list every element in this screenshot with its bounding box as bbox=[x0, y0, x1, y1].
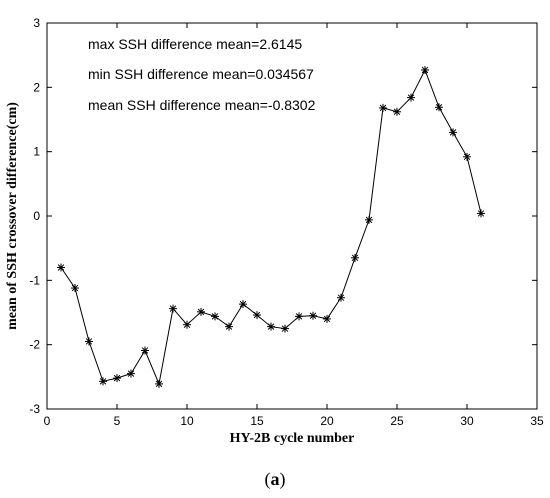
annotation-max: max SSH difference mean=2.6145 bbox=[88, 36, 302, 52]
y-tick-label: -2 bbox=[29, 338, 40, 352]
x-tick-label: 35 bbox=[530, 414, 544, 428]
data-point-stroke bbox=[225, 323, 233, 330]
x-tick-label: 0 bbox=[44, 414, 51, 428]
data-point bbox=[379, 103, 387, 112]
y-axis-title: mean of SSH crossover difference(cm) bbox=[5, 102, 20, 330]
caption-letter: a bbox=[271, 469, 280, 489]
data-point bbox=[169, 304, 177, 313]
figure-caption: (a) bbox=[265, 469, 286, 490]
data-point bbox=[127, 369, 135, 378]
data-point-stroke bbox=[295, 313, 303, 320]
data-point-stroke bbox=[421, 66, 429, 74]
data-point-stroke bbox=[309, 312, 317, 319]
data-point bbox=[211, 312, 219, 321]
data-point bbox=[267, 322, 275, 331]
x-tick-label: 20 bbox=[320, 414, 334, 428]
y-tick-label: 2 bbox=[33, 80, 40, 94]
data-point-stroke bbox=[449, 129, 457, 136]
data-point bbox=[309, 311, 317, 320]
data-point-stroke bbox=[393, 108, 401, 116]
data-point bbox=[323, 314, 331, 323]
x-tick-label: 30 bbox=[460, 414, 474, 428]
data-point bbox=[449, 128, 457, 137]
data-point bbox=[365, 215, 373, 224]
data-point-stroke bbox=[379, 104, 387, 112]
data-point-stroke bbox=[85, 338, 93, 345]
data-point-stroke bbox=[407, 94, 415, 101]
data-point bbox=[113, 374, 121, 383]
data-point bbox=[71, 284, 79, 293]
data-point bbox=[351, 253, 359, 262]
data-point-stroke bbox=[463, 153, 471, 161]
data-point bbox=[183, 320, 191, 329]
data-point-stroke bbox=[337, 294, 345, 301]
x-tick-label: 15 bbox=[250, 414, 264, 428]
data-point-stroke bbox=[267, 323, 275, 330]
y-tick-label: -3 bbox=[29, 402, 40, 416]
annotation-min: min SSH difference mean=0.034567 bbox=[88, 66, 314, 82]
data-point-stroke bbox=[477, 210, 485, 217]
data-point-stroke bbox=[183, 321, 191, 328]
data-point-stroke bbox=[435, 104, 443, 111]
data-point bbox=[295, 312, 303, 321]
data-point bbox=[57, 263, 65, 272]
data-point bbox=[463, 152, 471, 161]
annotation-mean: mean SSH difference mean=-0.8302 bbox=[88, 97, 316, 113]
y-tick-label: -1 bbox=[29, 273, 40, 287]
x-tick-label: 25 bbox=[390, 414, 404, 428]
series-markers bbox=[57, 65, 485, 388]
data-point-stroke bbox=[141, 347, 149, 354]
caption-open: ( bbox=[265, 469, 271, 490]
data-point-stroke bbox=[71, 284, 79, 292]
data-point bbox=[155, 379, 163, 388]
data-point-stroke bbox=[239, 300, 247, 308]
x-tick-label: 10 bbox=[180, 414, 194, 428]
data-point bbox=[99, 377, 107, 386]
data-point bbox=[407, 93, 415, 102]
data-point-stroke bbox=[155, 380, 163, 388]
axis-ticks bbox=[46, 22, 538, 410]
y-tick-label: 3 bbox=[33, 16, 40, 30]
data-point bbox=[141, 346, 149, 355]
data-point-stroke bbox=[169, 305, 177, 312]
data-point-stroke bbox=[113, 374, 121, 382]
data-point bbox=[225, 322, 233, 331]
data-point bbox=[85, 337, 93, 346]
data-point bbox=[239, 300, 247, 309]
caption-close: ) bbox=[280, 469, 286, 490]
data-point-stroke bbox=[365, 216, 373, 224]
data-point-stroke bbox=[99, 378, 107, 385]
data-point-stroke bbox=[211, 313, 219, 320]
data-point bbox=[197, 307, 205, 316]
data-point-stroke bbox=[127, 370, 135, 377]
data-point bbox=[435, 103, 443, 112]
data-point-stroke bbox=[323, 315, 331, 323]
data-point bbox=[337, 293, 345, 302]
data-point bbox=[253, 311, 261, 320]
data-point-stroke bbox=[281, 325, 289, 332]
y-tick-label: 1 bbox=[33, 145, 40, 159]
tick-labels: 0 5 10 15 20 25 30 35 -3 -2 -1 0 1 2 3 bbox=[29, 16, 544, 428]
data-point bbox=[421, 65, 429, 74]
series-line bbox=[60, 68, 482, 386]
data-point bbox=[477, 209, 485, 218]
y-tick-label: 0 bbox=[33, 209, 40, 223]
x-tick-label: 5 bbox=[114, 414, 121, 428]
data-point bbox=[393, 107, 401, 116]
data-point bbox=[281, 324, 289, 333]
data-point-stroke bbox=[57, 264, 65, 271]
data-point-stroke bbox=[197, 308, 205, 316]
data-point-stroke bbox=[351, 254, 359, 262]
data-point-stroke bbox=[253, 311, 261, 319]
x-axis-title: HY-2B cycle number bbox=[230, 431, 355, 446]
